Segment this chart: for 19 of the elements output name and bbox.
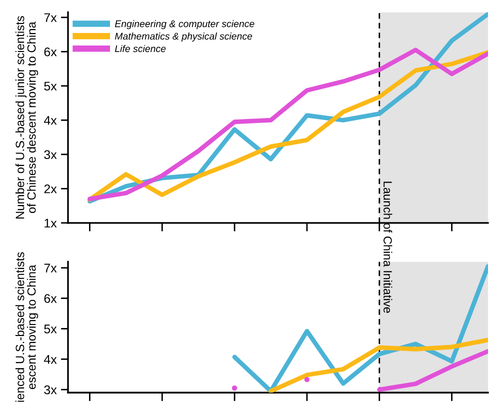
y-tick-label: 3x [44,150,57,160]
annotation: Launch of China Initiative [384,182,392,313]
y-axis-title: Number of U.S.-based junior scientists of Chinese descent moving to China [15,16,38,219]
y-axis-title: ienced U.S.-based scientists escent moving to China [15,252,38,402]
legend-label: Life science [114,44,166,52]
legend-label: Engineering & computer science [114,20,254,30]
y-tick-label: 3x [44,385,57,394]
y-tick-label: 7x [44,264,57,272]
y-tick-label: 5x [44,82,57,91]
line-series [268,338,488,393]
legend-label: Mathematics & physical science [114,32,252,42]
y-tick-label: 6x [44,294,57,303]
y-tick-label: 7x [44,13,57,22]
y-tick-label: 1x [44,218,57,228]
y-tick-label: 4x [44,355,57,364]
y-tick-label: 5x [44,324,57,334]
y-tick-label: 4x [44,116,57,125]
y-tick-label: 6x [44,47,57,56]
y-tick-label: 2x [44,184,57,194]
